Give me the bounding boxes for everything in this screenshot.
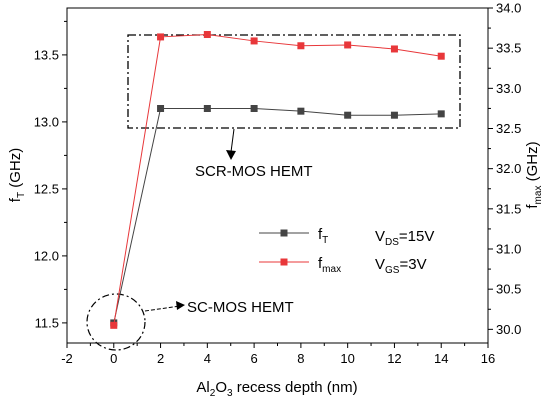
legend-ft-marker	[280, 229, 288, 237]
series-line-fmax	[113, 34, 442, 326]
point-fmax	[203, 31, 211, 39]
x-axis-title: Al2O3 recess depth (nm)	[196, 379, 357, 399]
y-left-tick-label: 12.5	[34, 181, 59, 196]
x-tick-label: 0	[110, 351, 117, 366]
y-right-tick-label: 34.0	[496, 1, 521, 16]
y-right-tick-label: 32.0	[496, 161, 521, 176]
scr-mos-box	[127, 34, 461, 129]
legend-fmax-marker	[280, 258, 288, 266]
point-fmax	[344, 41, 352, 49]
vgs-condition: VGS=3V	[375, 256, 427, 276]
point-fT	[437, 110, 445, 118]
scr-mos-arrow	[226, 128, 236, 160]
point-fmax	[110, 321, 118, 329]
sc-mos-arrow	[144, 301, 185, 312]
x-tick-label: 14	[434, 351, 448, 366]
point-fT	[344, 111, 352, 119]
point-fT	[203, 105, 211, 112]
point-fmax	[157, 33, 165, 41]
series-line-fT	[113, 108, 442, 324]
y-right-tick-label: 31.0	[496, 242, 521, 257]
x-tick-label: 2	[157, 351, 164, 366]
point-fmax	[390, 45, 398, 53]
x-tick-label: 16	[481, 351, 495, 366]
x-tick-label: -2	[61, 351, 73, 366]
sc-mos-ellipse	[86, 293, 146, 351]
y-left-axis-ticks: 11.5 12.0 12.5 13.0 13.5	[34, 20, 67, 330]
y-left-axis-title: fT (GHz)	[7, 148, 27, 202]
x-tick-label: 8	[297, 351, 304, 366]
y-right-tick-label: 33.0	[496, 81, 521, 96]
y-right-tick-label: 33.5	[496, 41, 521, 56]
y-left-tick-label: 12.0	[34, 248, 59, 263]
vds-condition: VDS=15V	[375, 228, 434, 248]
y-right-axis-title: fmax (GHz)	[524, 141, 544, 208]
legend-fmax-label: fmax	[318, 255, 341, 275]
x-tick-label: 12	[387, 351, 401, 366]
y-left-tick-label: 13.0	[34, 114, 59, 129]
point-fT	[157, 105, 165, 112]
point-fmax	[437, 52, 445, 60]
point-fT	[390, 111, 398, 119]
point-fT	[250, 105, 258, 112]
scr-mos-label: SCR-MOS HEMT	[195, 163, 313, 180]
y-right-tick-label: 31.5	[496, 201, 521, 216]
sc-mos-label: SC-MOS HEMT	[187, 299, 294, 316]
legend: fT fmax VDS=15V VGS=3V	[259, 226, 434, 276]
legend-ft-label: fT	[318, 226, 328, 246]
x-axis-ticks: -2 0 2 4 6 8 10 12 14 16	[61, 343, 495, 366]
series-layer	[110, 31, 445, 329]
y-right-axis-ticks: 30.0 30.5 31.0 31.5 32.0 32.5 33.0 33.5 34.0	[488, 1, 521, 337]
point-fmax	[297, 42, 305, 50]
x-tick-label: 6	[250, 351, 257, 366]
x-tick-label: 10	[340, 351, 354, 366]
y-right-tick-label: 30.0	[496, 322, 521, 337]
y-right-tick-label: 32.5	[496, 121, 521, 136]
point-fmax	[250, 37, 258, 45]
y-left-tick-label: 11.5	[35, 315, 59, 330]
point-fT	[297, 107, 305, 115]
y-left-tick-label: 13.5	[34, 47, 59, 62]
x-tick-label: 4	[204, 351, 211, 366]
y-right-tick-label: 30.5	[496, 282, 521, 297]
